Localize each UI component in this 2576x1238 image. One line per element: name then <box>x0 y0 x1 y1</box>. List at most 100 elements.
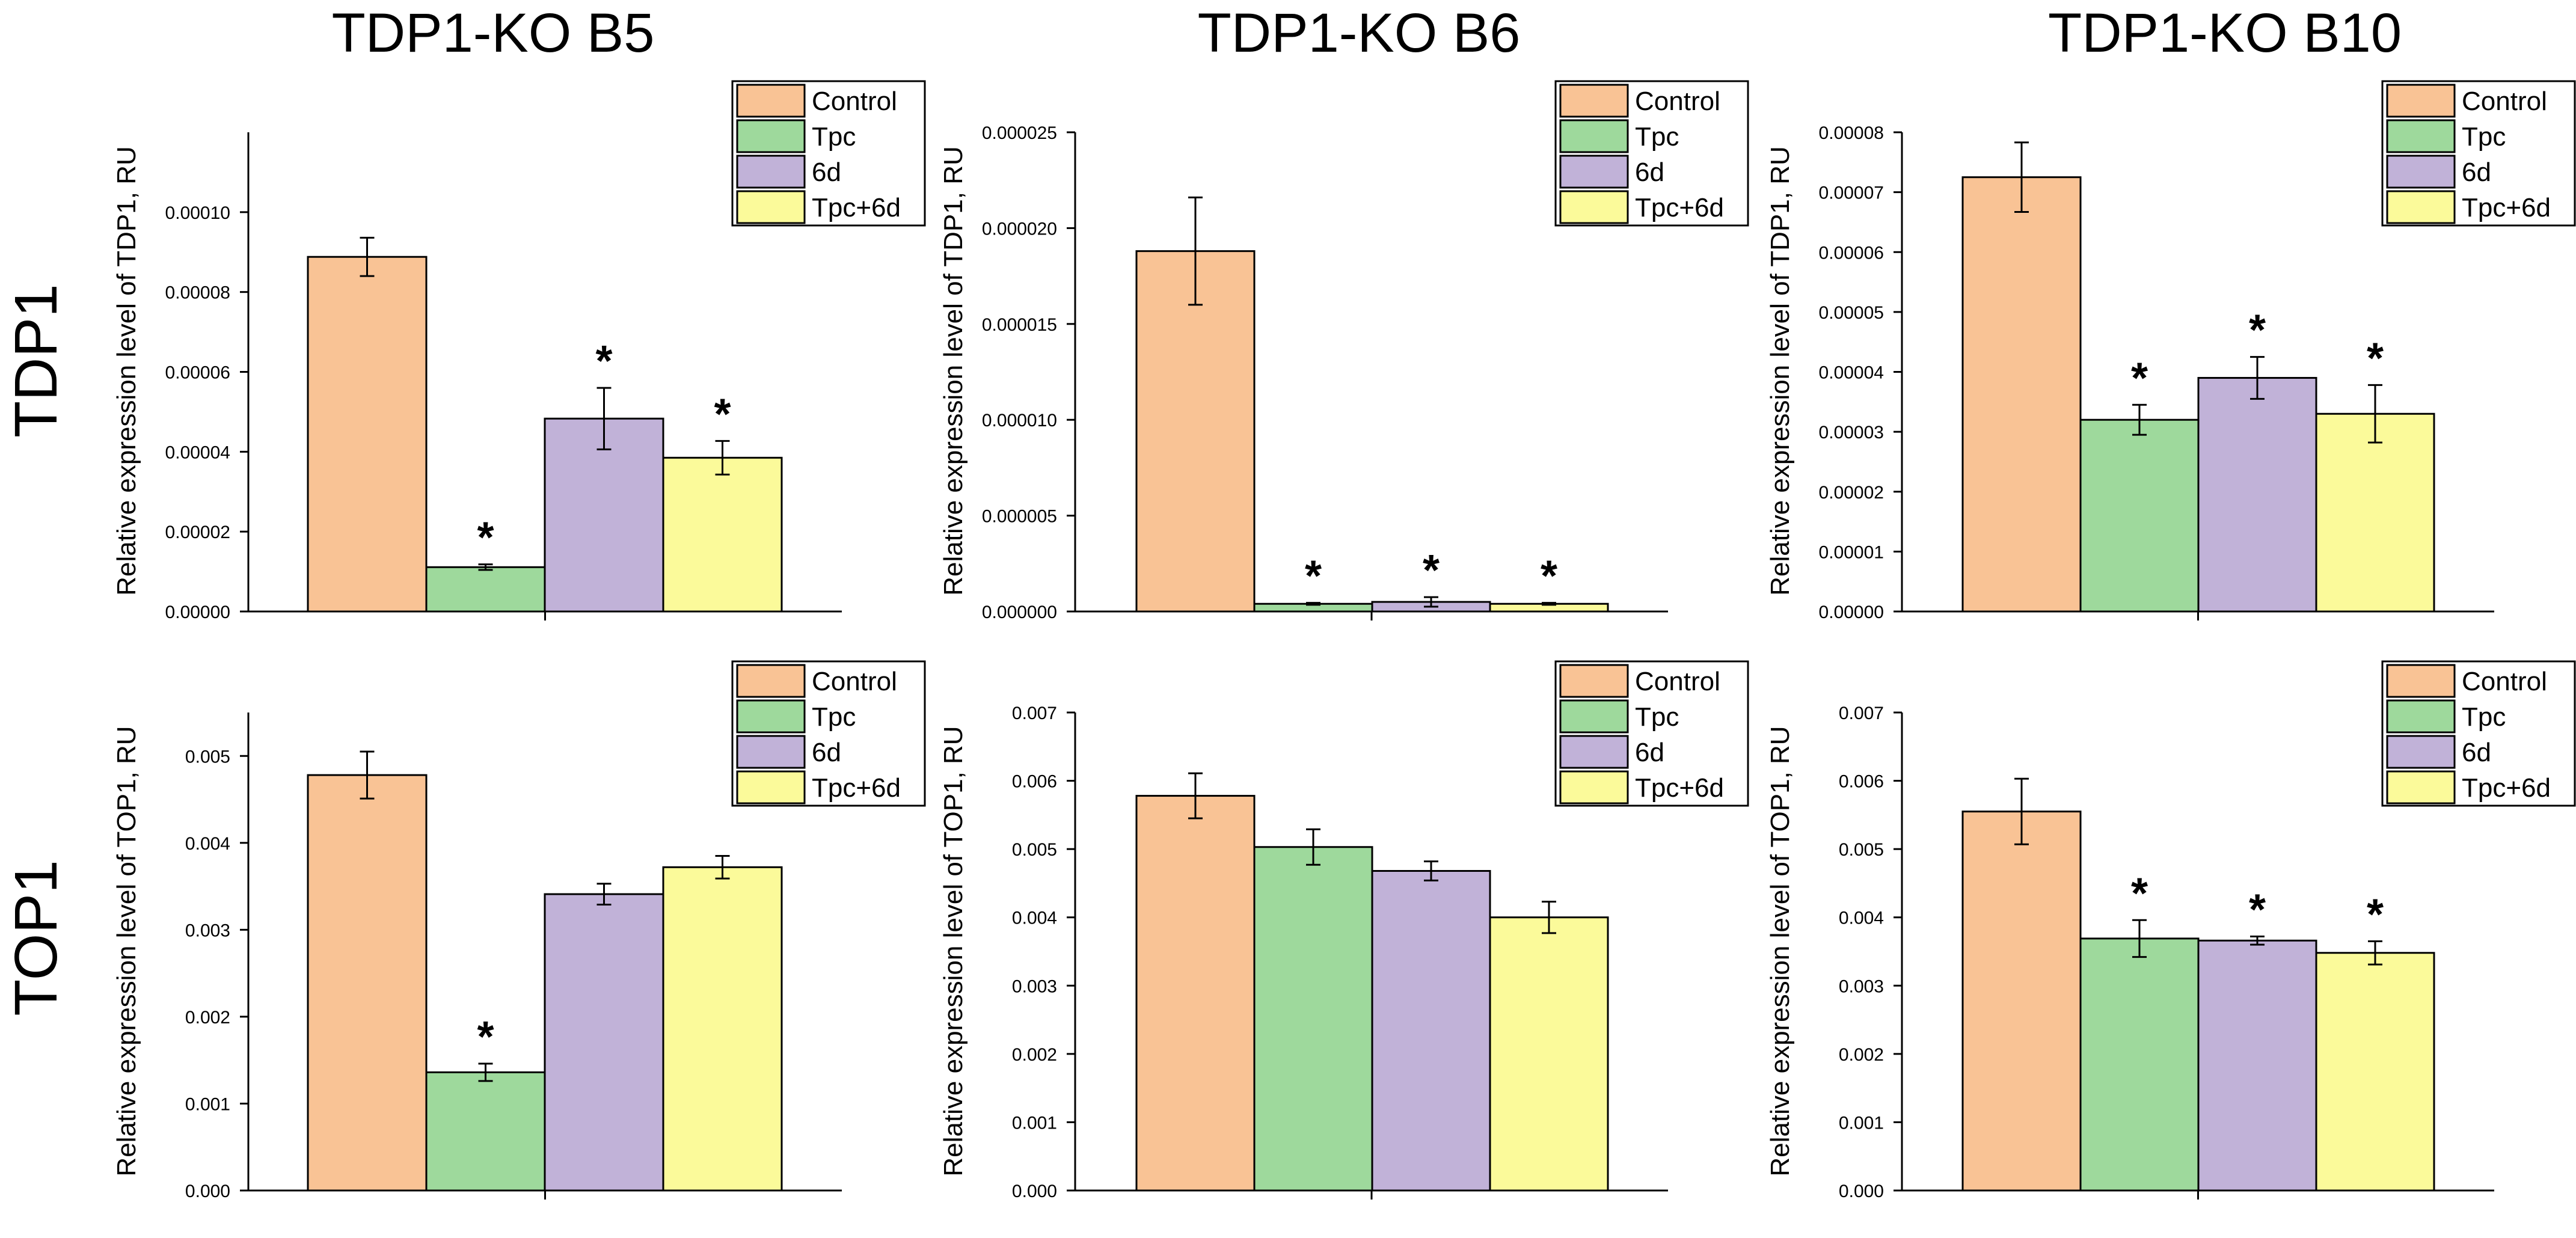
y-tick-label: 0.000025 <box>982 123 1057 143</box>
legend-label: Tpc <box>812 702 856 732</box>
significance-star: * <box>714 390 731 438</box>
y-axis-label: Relative expression level of TDP1, RU <box>1765 146 1795 596</box>
legend-label: 6d <box>1635 738 1664 767</box>
y-tick-label: 0.006 <box>1839 772 1884 792</box>
bar-control <box>1961 176 2082 613</box>
significance-star: * <box>2249 307 2266 355</box>
y-tick-label: 0.005 <box>185 747 230 767</box>
y-tick-label: 0.000 <box>1839 1181 1884 1201</box>
bar-tpc-6d <box>662 866 783 1192</box>
y-tick-label: 0.000015 <box>982 315 1057 335</box>
bar-6d <box>544 893 664 1192</box>
legend-swatch <box>736 735 806 769</box>
legend-swatch <box>2386 699 2456 734</box>
y-tick-label: 0.003 <box>185 921 230 940</box>
bar-tpc-6d <box>2315 412 2435 613</box>
legend-label: 6d <box>1635 158 1664 187</box>
legend-swatch <box>1559 699 1629 734</box>
legend-label: 6d <box>2462 738 2491 767</box>
y-tick-label: 0.004 <box>1839 909 1884 928</box>
legend-swatch <box>1559 770 1629 804</box>
significance-star: * <box>477 1013 494 1061</box>
y-tick-label: 0.00006 <box>1819 243 1884 263</box>
chart-panel-2: Relative expression level of TDP1, RU 0.0… <box>939 80 1749 622</box>
legend-label: Control <box>812 667 897 696</box>
chart-panel-6: Relative expression level of TOP1, RU 0.0… <box>1765 660 2576 1201</box>
legend-swatch <box>2386 664 2456 698</box>
legend-label: Tpc+6d <box>1635 193 1724 222</box>
significance-star: * <box>1423 547 1440 595</box>
legend-label: Control <box>2462 667 2547 696</box>
error-bar <box>715 440 730 476</box>
legend-label: Tpc+6d <box>2462 773 2551 803</box>
y-tick-label: 0.002 <box>1839 1045 1884 1065</box>
bar-control <box>307 774 428 1192</box>
error-bar <box>2132 403 2147 436</box>
bar-tpc <box>2079 418 2200 613</box>
error-bar <box>2368 384 2382 444</box>
error-bar <box>360 750 375 800</box>
bar-tpc <box>2079 937 2200 1192</box>
y-tick-label: 0.007 <box>1012 703 1057 723</box>
legend-label: Tpc+6d <box>812 773 901 803</box>
column-title-b6: TDP1-KO B6 <box>1197 2 1521 64</box>
bar-control <box>1135 795 1256 1192</box>
error-bar <box>1306 828 1320 866</box>
y-tick-label: 0.00004 <box>165 443 230 462</box>
y-tick-label: 0.00008 <box>165 283 230 303</box>
legend-swatch <box>736 84 806 118</box>
y-tick-label: 0.00006 <box>165 363 230 383</box>
bar-6d <box>2197 376 2317 613</box>
significance-star: * <box>477 514 494 562</box>
bar-tpc <box>425 1071 546 1192</box>
legend-swatch <box>1559 155 1629 189</box>
y-tick-label: 0.00001 <box>1819 542 1884 562</box>
legend-label: 6d <box>812 738 841 767</box>
y-axis-label: Relative expression level of TOP1, RU <box>112 726 141 1176</box>
y-tick-label: 0.001 <box>1839 1113 1884 1133</box>
y-tick-label: 0.001 <box>185 1094 230 1114</box>
legend-swatch <box>1559 664 1629 698</box>
legend: Control Tpc 6d Tpc+6d <box>731 660 926 807</box>
legend-swatch <box>736 664 806 698</box>
y-tick-label: 0.005 <box>1012 840 1057 860</box>
significance-star: * <box>2367 890 2384 939</box>
error-bar <box>1542 901 1556 934</box>
y-tick-label: 0.003 <box>1839 976 1884 996</box>
y-tick-label: 0.000 <box>185 1181 230 1201</box>
legend-label: Control <box>812 87 897 116</box>
y-axis-label: Relative expression level of TDP1, RU <box>112 146 141 596</box>
legend-label: Tpc <box>1635 702 1679 732</box>
legend-label: Tpc <box>2462 702 2506 732</box>
legend: Control Tpc 6d Tpc+6d <box>731 80 926 227</box>
error-bar <box>2132 919 2147 958</box>
legend-swatch <box>736 119 806 153</box>
y-tick-label: 0.00004 <box>1819 363 1884 383</box>
error-bar <box>596 387 612 450</box>
bar-6d <box>1371 869 1491 1192</box>
y-tick-label: 0.004 <box>1012 909 1057 928</box>
bar-control <box>1135 250 1256 613</box>
legend-label: Tpc+6d <box>2462 193 2551 222</box>
significance-star: * <box>2249 886 2266 934</box>
error-bar <box>2368 940 2382 966</box>
bar-tpc <box>425 566 546 613</box>
y-tick-label: 0.00000 <box>1819 602 1884 622</box>
column-title-b10: TDP1-KO B10 <box>2048 2 2402 64</box>
legend: Control Tpc 6d Tpc+6d <box>2381 660 2576 807</box>
y-axis-label: Relative expression level of TDP1, RU <box>939 146 968 596</box>
legend-swatch <box>2386 770 2456 804</box>
y-tick-label: 0.00002 <box>1819 483 1884 503</box>
significance-star: * <box>1305 553 1322 601</box>
y-tick-label: 0.007 <box>1839 703 1884 723</box>
y-tick-label: 0.005 <box>1839 840 1884 860</box>
significance-star: * <box>2131 354 2148 402</box>
error-bar <box>2250 936 2265 946</box>
legend-label: Tpc+6d <box>812 193 901 222</box>
error-bar <box>715 855 730 880</box>
legend-swatch <box>1559 84 1629 118</box>
error-bar <box>1306 602 1320 606</box>
legend: Control Tpc 6d Tpc+6d <box>1554 80 1749 227</box>
legend-swatch <box>1559 735 1629 769</box>
legend: Control Tpc 6d Tpc+6d <box>2381 80 2576 227</box>
